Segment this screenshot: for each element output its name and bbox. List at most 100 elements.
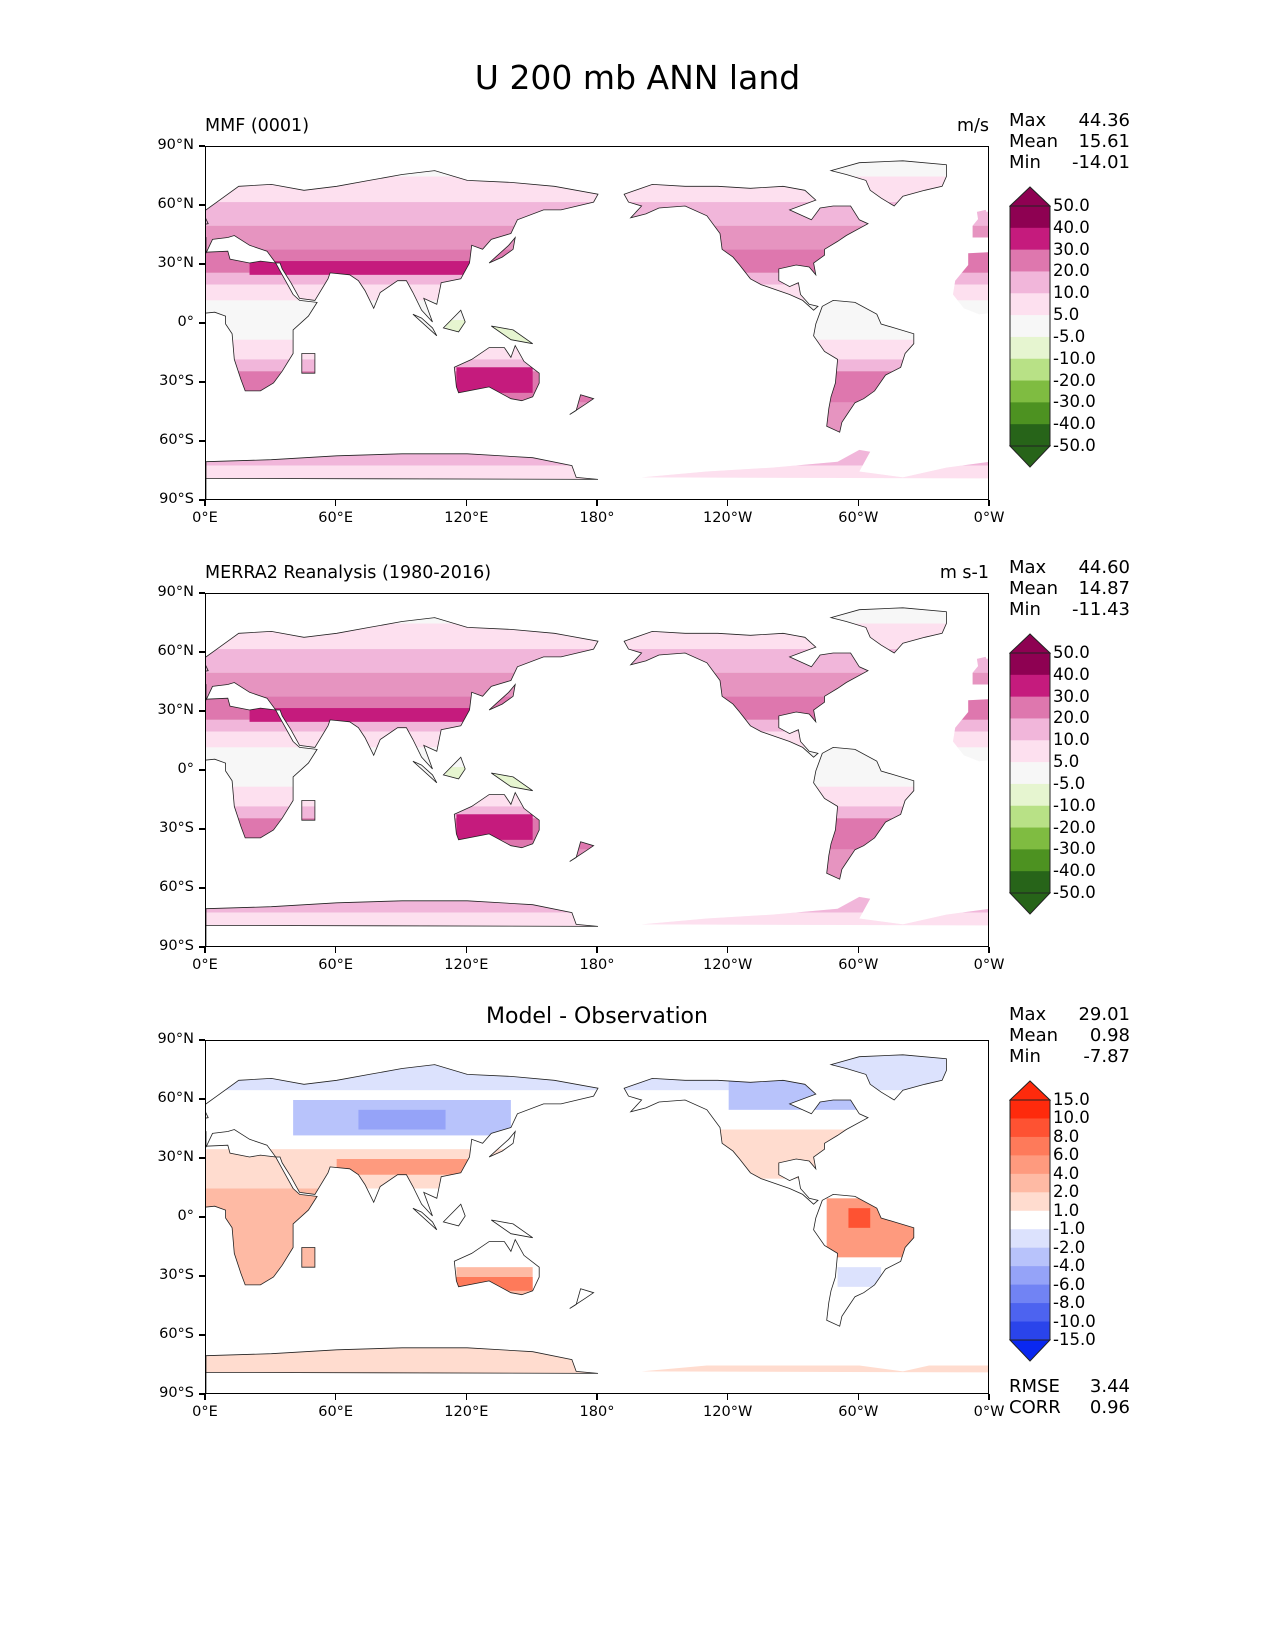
coastline-greenland — [829, 160, 947, 207]
contour-band — [206, 672, 988, 697]
colorbar-swatch — [1010, 1229, 1050, 1249]
coastline-greenland — [829, 607, 947, 654]
colorbar-swatch — [1010, 1266, 1050, 1286]
coastline-antarctica — [206, 900, 599, 946]
x-tick-label: 180° — [579, 510, 615, 526]
y-tick-mark — [199, 1216, 205, 1218]
y-tick-label: 0° — [177, 314, 194, 330]
colorbar-swatch — [1010, 871, 1050, 894]
x-tick-mark — [988, 500, 990, 506]
colorbar-swatch — [1010, 1100, 1050, 1119]
x-tick-mark — [857, 500, 860, 506]
x-tick-label: 180° — [579, 957, 615, 973]
colorbar-level-label: -5.0 — [1053, 326, 1086, 346]
contour-band — [206, 225, 988, 250]
stat-mean-value: 0.98 — [1089, 1025, 1130, 1046]
colorbar-top-extend — [1009, 633, 1051, 654]
y-tick-mark — [199, 381, 205, 383]
figure-title: U 200 mb ANN land — [474, 58, 801, 97]
colorbar-swatch — [1010, 402, 1050, 425]
coastline-madagascar — [301, 353, 316, 374]
colorbar-swatch — [1010, 227, 1050, 251]
coastline-borneo — [442, 1203, 466, 1227]
colorbar-level-label: 40.0 — [1053, 664, 1090, 684]
colorbar-level-label: -15.0 — [1053, 1330, 1096, 1349]
coastline-northamerica — [623, 1077, 869, 1205]
x-tick-mark — [465, 947, 468, 953]
stat-min-value: -7.87 — [1083, 1046, 1130, 1067]
colorbar-level-label: 10.0 — [1053, 1108, 1090, 1128]
contour-band — [598, 1365, 988, 1393]
y-tick-mark — [199, 440, 205, 442]
coastline-madagascar — [301, 1247, 316, 1268]
x-tick-label: 60°W — [838, 1404, 879, 1420]
colorbar-level-label: -6.0 — [1053, 1274, 1086, 1294]
metric-corr-value: 0.96 — [1089, 1397, 1130, 1418]
coastline-eurasia — [206, 1064, 599, 1217]
colorbar-level-label: 30.0 — [1053, 686, 1090, 706]
colorbar-level-label: 4.0 — [1053, 1163, 1080, 1183]
contour-band — [728, 1080, 860, 1110]
contour-band — [206, 160, 988, 177]
stat-mean-label: Mean — [1009, 578, 1059, 599]
colorbar-level-label: -30.0 — [1053, 392, 1096, 412]
contour-band — [206, 202, 988, 226]
colorbar-swatch — [1010, 293, 1050, 316]
colorbar-level-label: 1.0 — [1053, 1200, 1080, 1220]
colorbar-level-label: 30.0 — [1053, 239, 1090, 259]
coastline-eurasia — [206, 170, 599, 323]
colorbar-swatch — [1010, 1118, 1050, 1138]
y-tick-mark — [199, 592, 205, 594]
contour-band — [206, 1054, 988, 1091]
x-tick-label: 60°E — [318, 510, 354, 526]
colorbar-level-label: -30.0 — [1053, 839, 1096, 859]
contour-band — [206, 434, 988, 466]
coastline-newguinea — [491, 772, 533, 792]
contour-band — [206, 649, 988, 673]
x-tick-label: 0°E — [192, 957, 218, 973]
coastline-newzealand — [569, 1288, 595, 1309]
colorbar — [1009, 186, 1051, 468]
colorbar-swatch — [1010, 1136, 1050, 1156]
colorbar-bottom-extend — [1009, 892, 1051, 915]
y-tick-mark — [199, 1393, 205, 1395]
stat-max-label: Max — [1009, 110, 1047, 131]
colorbar-level-label: 10.0 — [1053, 730, 1090, 750]
x-tick-mark — [988, 947, 990, 953]
contour-band — [206, 849, 988, 882]
colorbar-swatch — [1010, 315, 1050, 338]
colorbar-level-label: -5.0 — [1053, 773, 1086, 793]
x-tick-label: 0°W — [973, 510, 1005, 526]
stat-mean-value: 14.87 — [1078, 578, 1130, 599]
y-tick-mark — [199, 263, 205, 265]
y-tick-mark — [199, 499, 205, 501]
y-tick-label: 30°N — [157, 702, 194, 718]
x-tick-mark — [334, 1394, 337, 1400]
y-tick-label: 60°S — [159, 1326, 194, 1342]
coastline-southamerica — [813, 1193, 915, 1327]
contour-band — [249, 708, 490, 722]
colorbar-top-extend — [1009, 1080, 1051, 1101]
panel-center-title: Model - Observation — [486, 1004, 708, 1029]
x-tick-label: 0°W — [973, 957, 1005, 973]
y-tick-mark — [199, 828, 205, 830]
contour-band — [206, 359, 988, 372]
x-tick-label: 120°E — [444, 1404, 489, 1420]
x-tick-mark — [204, 1394, 206, 1400]
x-tick-label: 120°W — [703, 510, 753, 526]
panel-left-title: MMF (0001) — [205, 116, 310, 136]
contour-band — [826, 1198, 914, 1258]
coastline-southamerica — [813, 746, 915, 880]
y-tick-label: 30°S — [159, 820, 194, 836]
colorbar-swatch — [1010, 424, 1050, 447]
colorbar-level-label: -20.0 — [1053, 370, 1096, 390]
coastline-japan — [488, 236, 516, 264]
x-tick-mark — [857, 1394, 860, 1400]
coastline-madagascar — [301, 800, 316, 821]
y-tick-label: 60°N — [157, 196, 194, 212]
colorbar-level-label: 8.0 — [1053, 1126, 1080, 1146]
stat-mean-value: 15.61 — [1078, 131, 1130, 152]
stat-min-value: -14.01 — [1071, 152, 1130, 173]
coastline-australia — [453, 344, 540, 402]
contour-band — [206, 1345, 598, 1376]
